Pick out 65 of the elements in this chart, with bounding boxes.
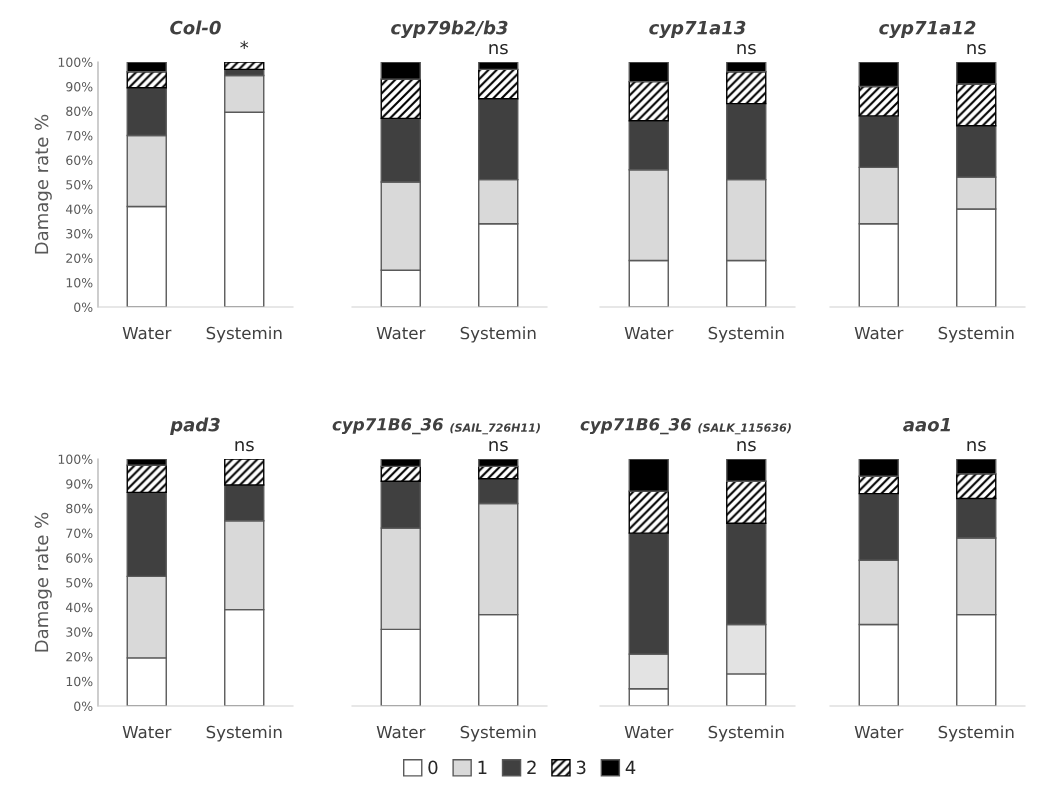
x-tick-label: Systemin [460,725,536,742]
y-tick-label: 60% [66,553,93,563]
y-tick-label: 20% [66,652,93,662]
annotation: ns [489,43,508,55]
x-tick-label: Water [376,326,426,340]
x-tick-label: Water [624,326,674,340]
x-tick-label: Systemin [938,725,1014,742]
annotation: ns [967,43,986,55]
x-tick-label: Systemin [206,326,282,343]
x-tick-label: Water [854,326,904,340]
y-tick-label: 30% [66,627,93,637]
y-tick-label: 80% [66,503,93,514]
y-tick-label: 30% [66,228,93,239]
x-tick-label: Systemin [460,326,536,343]
x-tick-label: Water [376,725,426,739]
annotation: ns [737,43,756,55]
y-tick-label: 70% [66,130,93,141]
chart-title: cyp71B6_36 [332,418,444,435]
legend-label: 1 [478,760,487,774]
annotation: ns [967,440,986,452]
y-tick-label: 40% [65,204,93,214]
y-axis-title: Damage rate % [34,512,52,652]
annotation: ns [737,440,756,452]
chart-subtitle: (SAIL_726H11) [450,423,540,435]
y-tick-label: 40% [65,602,93,613]
y-tick-label: 90% [66,479,93,489]
x-tick-label: Systemin [708,725,784,742]
y-tick-label: 80% [66,106,93,116]
legend-label: 0 [428,760,438,775]
annotation: * [240,40,249,49]
chart-title: Col-0 [170,20,221,35]
x-tick-label: Systemin [938,326,1014,343]
y-tick-label: 50% [66,179,93,190]
y-tick-label: 20% [66,253,93,263]
y-tick-label: 0% [74,701,93,711]
chart-title: cyp79b2/b3 [391,20,508,39]
y-tick-label: 10% [66,277,93,288]
annotation: ns [489,440,508,452]
annotation: ns [235,440,254,452]
chart-title: aao1 [903,418,951,432]
x-tick-label: Systemin [206,725,282,742]
y-axis-title: Damage rate % [34,114,52,254]
y-tick-label: 90% [66,81,93,92]
y-tick-label: 50% [66,577,93,588]
x-tick-label: Systemin [708,326,784,343]
legend-label: 2 [527,760,536,774]
legend-label: 3 [576,760,586,775]
y-tick-label: 100% [58,57,93,67]
chart-title: cyp71a13 [649,20,746,39]
x-tick-label: Water [122,725,172,739]
y-tick-label: 70% [66,528,93,539]
chart-title: cyp71a12 [879,20,976,39]
y-tick-label: 100% [58,454,93,464]
bar [224,459,265,486]
chart-subtitle: (SALK_115636) [698,423,791,435]
y-tick-label: 0% [74,302,93,312]
x-tick-label: Water [624,725,674,739]
y-tick-label: 60% [66,155,93,165]
y-tick-label: 10% [66,676,93,687]
legend-label: 4 [625,760,636,774]
chart-title: cyp71B6_36 [580,418,692,435]
chart-title: pad3 [170,417,220,435]
x-tick-label: Water [122,326,172,340]
x-tick-label: Water [854,725,904,739]
bar [224,62,265,71]
